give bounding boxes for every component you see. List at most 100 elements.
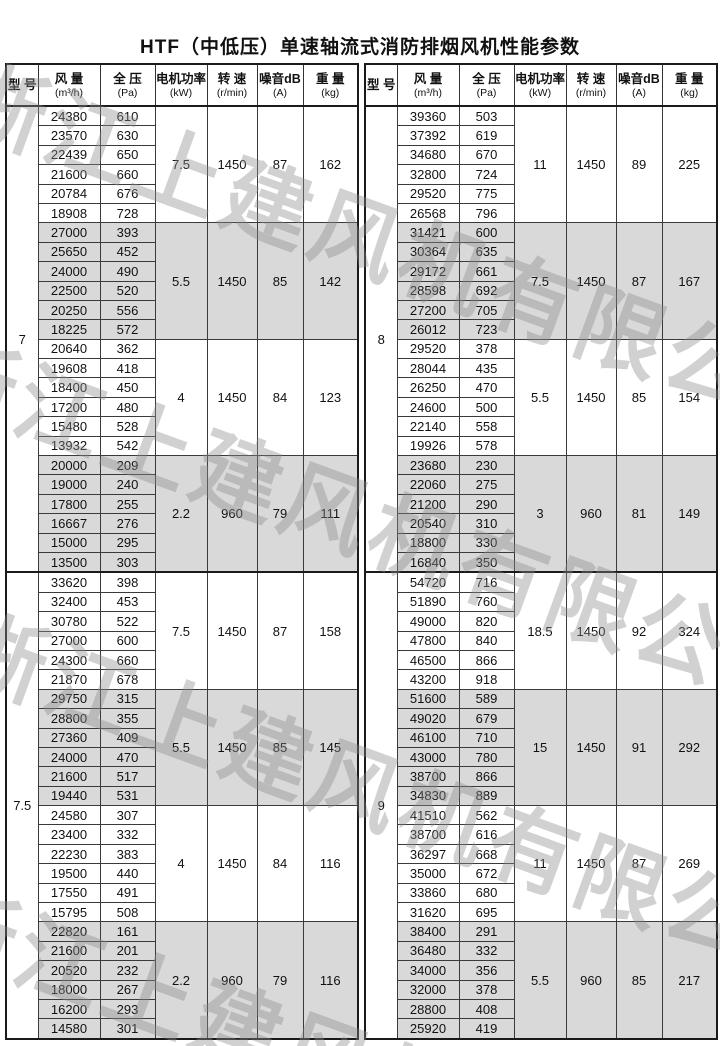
flow-cell: 18800 xyxy=(396,532,460,553)
flow-cell: 30364 xyxy=(396,241,460,263)
pressure-cell: 161 xyxy=(99,921,156,942)
table-row: 24600 500 xyxy=(365,396,717,418)
power-cell: 3 xyxy=(513,455,567,573)
table-row: 19926 578 xyxy=(365,435,717,457)
pressure-cell: 209 xyxy=(99,455,156,476)
power-cell: 7.5 xyxy=(513,222,567,340)
table-row: 32000 378 xyxy=(365,979,717,1000)
speed-cell: 1450 xyxy=(565,805,617,923)
noise-cell: 85 xyxy=(615,338,663,457)
table-row: 46500 866 xyxy=(365,649,717,671)
pressure-cell: 232 xyxy=(99,960,156,981)
flow-cell: 24580 xyxy=(37,805,101,826)
power-cell: 4 xyxy=(154,805,208,923)
column-header: 重 量 (kg) xyxy=(661,63,718,107)
flow-cell: 38400 xyxy=(396,921,460,942)
pressure-cell: 267 xyxy=(99,979,156,1000)
noise-cell: 92 xyxy=(615,571,663,690)
flow-cell: 24000 xyxy=(37,746,101,768)
flow-cell: 38700 xyxy=(396,766,460,787)
table-row: 16840 350 xyxy=(365,551,717,573)
pressure-cell: 866 xyxy=(458,766,515,787)
flow-cell: 34680 xyxy=(396,144,460,166)
flow-cell: 46500 xyxy=(396,649,460,671)
flow-cell: 26012 xyxy=(396,319,460,340)
pressure-cell: 619 xyxy=(458,125,515,146)
table-row: 32400 453 xyxy=(6,591,358,613)
flow-cell: 33620 xyxy=(37,571,101,593)
pressure-cell: 705 xyxy=(458,299,515,321)
table-row: 18400 450 xyxy=(6,377,358,398)
speed-cell: 960 xyxy=(565,455,617,573)
weight-cell: 116 xyxy=(302,921,359,1040)
flow-cell: 32400 xyxy=(37,591,101,613)
table-row: 47800 840 xyxy=(365,630,717,651)
pressure-cell: 301 xyxy=(99,1018,156,1040)
model-cell: 7 xyxy=(5,105,39,573)
column-header: 噪音dB (A) xyxy=(615,63,663,107)
pressure-cell: 558 xyxy=(458,416,515,437)
pressure-cell: 470 xyxy=(458,377,515,398)
speed-cell: 1450 xyxy=(565,222,617,340)
power-cell: 4 xyxy=(154,338,208,457)
table-row: 37392 619 xyxy=(365,125,717,146)
pressure-cell: 201 xyxy=(99,940,156,962)
flow-cell: 24600 xyxy=(396,396,460,418)
table-row: 22140 558 xyxy=(365,416,717,437)
pressure-cell: 889 xyxy=(458,785,515,807)
pressure-cell: 542 xyxy=(99,435,156,457)
model-cell: 8 xyxy=(364,105,398,573)
table-row: 38700 866 xyxy=(365,766,717,787)
table-row: 13932 542 xyxy=(6,435,358,457)
power-cell: 2.2 xyxy=(154,455,208,573)
noise-cell: 89 xyxy=(615,105,663,224)
weight-cell: 217 xyxy=(661,921,718,1040)
flow-cell: 31421 xyxy=(396,222,460,243)
speed-cell: 1450 xyxy=(565,688,617,807)
weight-cell: 225 xyxy=(661,105,718,224)
flow-cell: 49000 xyxy=(396,611,460,632)
table-row: 29172 661 xyxy=(365,261,717,282)
table-row: 19000 240 xyxy=(6,474,358,495)
power-cell: 5.5 xyxy=(154,222,208,340)
flow-cell: 16200 xyxy=(37,998,101,1020)
pressure-cell: 490 xyxy=(99,261,156,282)
noise-cell: 84 xyxy=(256,338,304,457)
flow-cell: 32800 xyxy=(396,164,460,185)
flow-cell: 36297 xyxy=(396,843,460,865)
table-row: 30780 522 xyxy=(6,611,358,632)
pressure-cell: 362 xyxy=(99,338,156,360)
table-row: 51890 760 xyxy=(365,591,717,613)
pressure-cell: 660 xyxy=(99,164,156,185)
flow-cell: 19000 xyxy=(37,474,101,495)
table-row: 27360 409 xyxy=(6,727,358,748)
pressure-cell: 660 xyxy=(99,649,156,671)
weight-cell: 292 xyxy=(661,688,718,807)
flow-cell: 22140 xyxy=(396,416,460,437)
table-row: 27200 705 xyxy=(365,299,717,321)
table-row: 34000 356 xyxy=(365,960,717,981)
flow-cell: 20640 xyxy=(37,338,101,360)
model-cell: 7.5 xyxy=(5,571,39,1040)
flow-cell: 13500 xyxy=(37,551,101,573)
flow-cell: 22230 xyxy=(37,843,101,865)
flow-cell: 31620 xyxy=(396,902,460,923)
pressure-cell: 578 xyxy=(458,435,515,457)
flow-cell: 23570 xyxy=(37,125,101,146)
flow-cell: 26568 xyxy=(396,202,460,224)
flow-cell: 24000 xyxy=(37,261,101,282)
pressure-cell: 419 xyxy=(458,1018,515,1040)
flow-cell: 22060 xyxy=(396,474,460,495)
flow-cell: 49020 xyxy=(396,708,460,729)
noise-cell: 87 xyxy=(256,571,304,690)
table-row: 21600 201 xyxy=(6,940,358,962)
pressure-cell: 470 xyxy=(99,746,156,768)
pressure-cell: 330 xyxy=(458,532,515,553)
table-row: 22820 161 2.2 960 79 116 xyxy=(6,921,359,1040)
column-header: 电机功率 (kW) xyxy=(513,63,567,107)
pressure-cell: 695 xyxy=(458,902,515,923)
pressure-cell: 670 xyxy=(458,144,515,166)
table-row: 29520 775 xyxy=(365,183,717,204)
pressure-cell: 350 xyxy=(458,551,515,573)
table-row: 20000 209 2.2 960 79 111 xyxy=(6,455,359,573)
